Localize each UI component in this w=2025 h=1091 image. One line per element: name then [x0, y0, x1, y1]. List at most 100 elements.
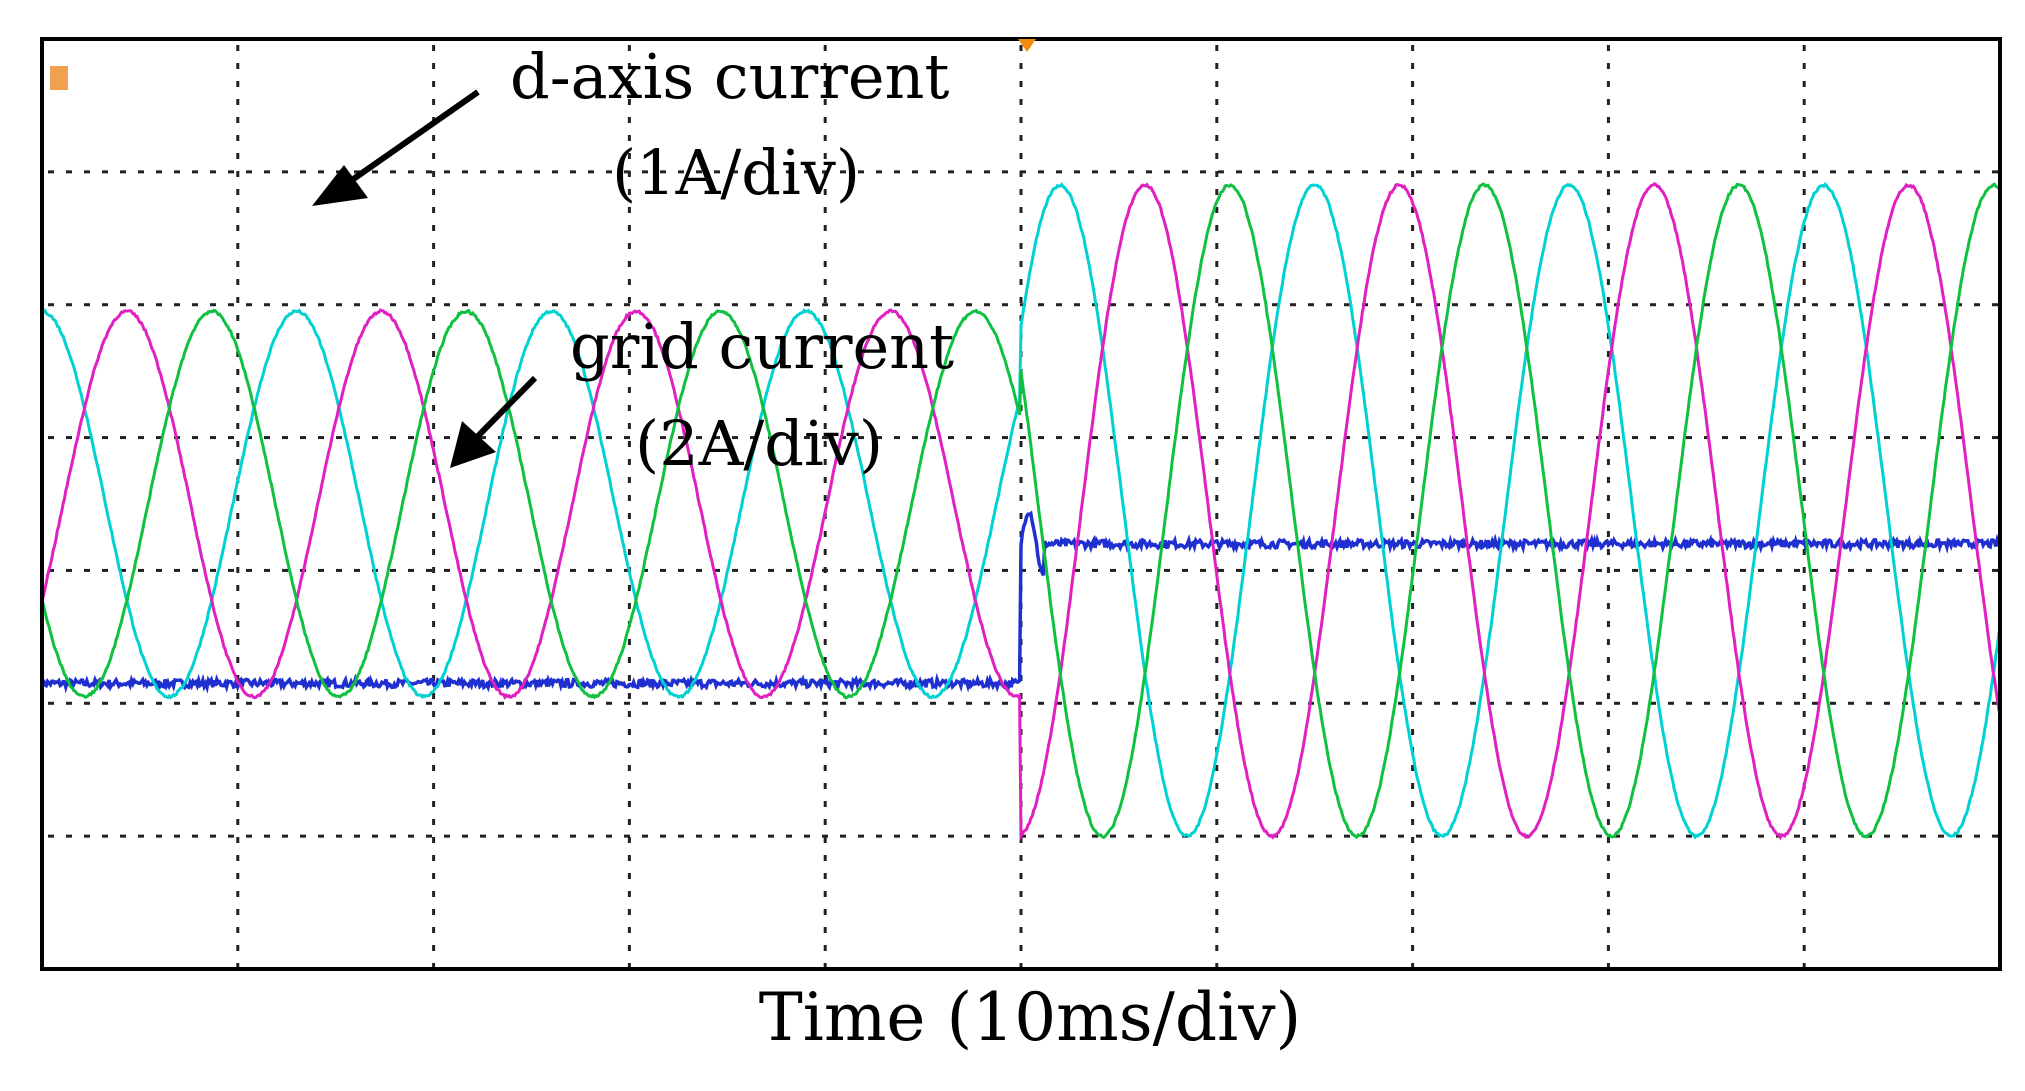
grid-dot: [102, 701, 108, 705]
grid-dot: [1411, 495, 1415, 501]
grid-dot: [236, 621, 240, 627]
grid-dot: [1650, 436, 1656, 440]
grid-dot: [282, 568, 288, 572]
grid-dot: [1606, 729, 1610, 735]
grid-dot: [102, 170, 108, 174]
grid-dot: [1215, 243, 1219, 249]
grid-dot: [1776, 701, 1782, 705]
grid-dot: [1362, 436, 1368, 440]
grid-dot: [1884, 436, 1890, 440]
grid-dot: [1411, 279, 1415, 285]
grid-dot: [156, 303, 162, 307]
grid-dot: [1200, 701, 1206, 705]
grid-dot: [823, 99, 827, 105]
grid-dot: [714, 170, 720, 174]
grid-dot: [1992, 701, 1998, 705]
grid-dot: [236, 225, 240, 231]
grid-dot: [444, 170, 450, 174]
grid-dot: [1830, 834, 1836, 838]
grid-dot: [1632, 170, 1638, 174]
grid-dot: [48, 701, 54, 705]
grid-dot: [823, 279, 827, 285]
grid-dot: [246, 568, 252, 572]
grid-dot: [1470, 701, 1476, 705]
grid-dot: [627, 477, 631, 483]
grid-dot: [1614, 436, 1620, 440]
grid-dot: [432, 135, 436, 141]
grid-dot: [1411, 189, 1415, 195]
grid-dot: [1758, 834, 1764, 838]
grid-dot: [1110, 303, 1116, 307]
grid-dot: [1290, 701, 1296, 705]
grid-dot: [1704, 834, 1710, 838]
grid-dot: [1506, 303, 1512, 307]
grid-dot: [1411, 99, 1415, 105]
grid-dot: [480, 834, 486, 838]
grid-dot: [768, 701, 774, 705]
grid-dot: [236, 801, 240, 807]
grid-dot: [696, 436, 702, 440]
grid-dot: [627, 45, 631, 51]
grid-dot: [660, 834, 666, 838]
grid-dot: [282, 701, 288, 705]
grid-dot: [1411, 297, 1415, 303]
grid-dot: [822, 436, 828, 440]
grid-dot: [432, 153, 436, 159]
grid-dot: [1215, 315, 1219, 321]
grid-dot: [1606, 45, 1610, 51]
grid-dot: [1802, 945, 1806, 951]
grid-dot: [1866, 701, 1872, 705]
grid-dot: [408, 170, 414, 174]
grid-dot: [1038, 303, 1044, 307]
grid-dot: [102, 834, 108, 838]
grid-dot: [236, 135, 240, 141]
grid-dot: [876, 170, 882, 174]
grid-dot: [678, 834, 684, 838]
grid-dot: [1606, 909, 1610, 915]
grid-dot: [236, 99, 240, 105]
grid-dot: [823, 225, 827, 231]
grid-dot: [1452, 170, 1458, 174]
grid-dot: [823, 531, 827, 537]
grid-dot: [236, 819, 240, 825]
grid-dot: [660, 436, 666, 440]
grid-dot: [336, 834, 342, 838]
grid-dot: [236, 459, 240, 465]
grid-dot: [823, 315, 827, 321]
grid-dot: [1606, 585, 1610, 591]
grid-dot: [1215, 477, 1219, 483]
grid-dot: [1416, 568, 1422, 572]
grid-dot: [1560, 303, 1566, 307]
grid-dot: [1020, 568, 1026, 572]
grid-dot: [1019, 873, 1023, 879]
grid-dot: [1398, 568, 1404, 572]
grid-dot: [1794, 568, 1800, 572]
grid-dot: [1802, 369, 1806, 375]
grid-dot: [1802, 387, 1806, 393]
grid-dot: [1411, 693, 1415, 699]
grid-dot: [1884, 701, 1890, 705]
grid-dot: [480, 568, 486, 572]
grid-dot: [1110, 834, 1116, 838]
grid-dot: [1019, 207, 1023, 213]
grid-dot: [236, 909, 240, 915]
grid-dot: [210, 170, 216, 174]
grid-dot: [696, 170, 702, 174]
grid-dot: [1020, 834, 1026, 838]
grid-dot: [444, 834, 450, 838]
grid-dot: [823, 387, 827, 393]
grid-dot: [1326, 170, 1332, 174]
grid-dot: [840, 303, 846, 307]
grid-dot: [336, 303, 342, 307]
grid-dot: [1632, 436, 1638, 440]
grid-dot: [432, 837, 436, 843]
grid-dot: [282, 834, 288, 838]
grid-dot: [930, 303, 936, 307]
grid-dot: [1200, 436, 1206, 440]
grid-dot: [480, 170, 486, 174]
grid-dot: [696, 568, 702, 572]
grid-dot: [462, 701, 468, 705]
grid-dot: [480, 701, 486, 705]
grid-dot: [432, 333, 436, 339]
grid-dot: [1411, 423, 1415, 429]
